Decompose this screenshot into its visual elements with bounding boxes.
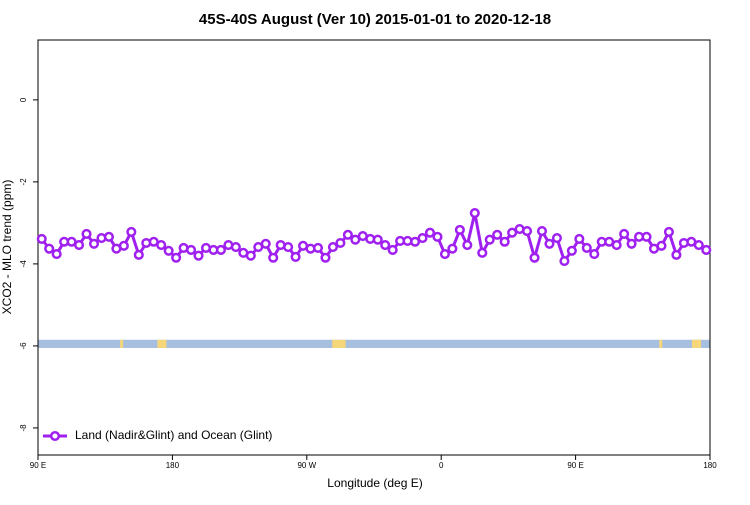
point bbox=[551, 233, 562, 244]
point bbox=[126, 226, 137, 237]
land-span bbox=[157, 339, 167, 348]
point bbox=[268, 252, 279, 263]
legend-label: Land (Nadir&Glint) and Ocean (Glint) bbox=[75, 428, 272, 442]
point bbox=[245, 250, 256, 261]
point bbox=[492, 229, 503, 240]
point bbox=[387, 244, 398, 256]
chart-title: 45S-40S August (Ver 10) 2015-01-01 to 20… bbox=[199, 11, 551, 28]
point bbox=[163, 245, 174, 256]
point bbox=[499, 236, 510, 247]
land-span bbox=[120, 339, 124, 348]
point bbox=[342, 229, 353, 240]
point bbox=[230, 242, 241, 253]
point bbox=[484, 234, 495, 245]
point bbox=[327, 242, 338, 253]
point bbox=[171, 252, 182, 263]
point bbox=[410, 236, 421, 247]
point bbox=[536, 226, 548, 237]
point bbox=[118, 240, 129, 251]
point bbox=[193, 250, 204, 261]
point bbox=[51, 249, 62, 260]
land-span bbox=[332, 339, 346, 348]
point bbox=[663, 226, 674, 237]
point bbox=[566, 245, 577, 256]
point bbox=[462, 239, 473, 251]
point bbox=[156, 239, 167, 251]
point bbox=[81, 228, 92, 240]
legend-marker bbox=[49, 430, 61, 442]
y-tick-label: -2 bbox=[19, 178, 28, 186]
x-tick-label: 90 E bbox=[567, 461, 583, 470]
y-tick-label: 0 bbox=[19, 97, 28, 102]
point bbox=[574, 233, 585, 244]
x-tick-label: 180 bbox=[703, 461, 717, 470]
point bbox=[656, 240, 667, 251]
point bbox=[74, 239, 85, 251]
land-span bbox=[692, 339, 702, 348]
y-tick-label: -6 bbox=[19, 342, 28, 350]
point bbox=[44, 243, 55, 254]
point bbox=[507, 227, 518, 238]
point bbox=[529, 252, 540, 263]
point bbox=[559, 255, 570, 267]
point bbox=[320, 252, 331, 263]
point bbox=[581, 242, 592, 253]
point bbox=[544, 238, 555, 249]
point bbox=[522, 226, 533, 237]
land-span bbox=[659, 339, 663, 348]
point bbox=[447, 243, 458, 254]
point bbox=[260, 238, 271, 249]
point bbox=[103, 231, 114, 242]
point bbox=[424, 227, 436, 238]
point bbox=[611, 239, 622, 251]
point bbox=[186, 244, 197, 256]
point bbox=[417, 233, 428, 244]
point bbox=[589, 249, 600, 260]
point bbox=[88, 238, 100, 249]
point bbox=[372, 234, 383, 245]
point bbox=[701, 244, 712, 256]
y-axis-label: XCO2 - MLO trend (ppm) bbox=[0, 180, 14, 315]
point bbox=[477, 247, 488, 258]
y-tick-label: -8 bbox=[19, 424, 28, 432]
point bbox=[626, 238, 637, 249]
point bbox=[312, 242, 324, 253]
point bbox=[619, 228, 630, 240]
point bbox=[469, 208, 480, 219]
point bbox=[641, 231, 652, 242]
point bbox=[133, 249, 144, 260]
point bbox=[693, 239, 704, 251]
point bbox=[290, 251, 301, 262]
x-tick-label: 90 E bbox=[30, 461, 46, 470]
point bbox=[432, 231, 443, 242]
x-tick-label: 180 bbox=[166, 461, 180, 470]
point bbox=[439, 249, 450, 260]
point bbox=[283, 242, 294, 253]
point bbox=[335, 237, 346, 249]
x-tick-label: 90 W bbox=[297, 461, 316, 470]
x-axis-label: Longitude (deg E) bbox=[327, 476, 422, 490]
point bbox=[36, 233, 47, 244]
y-tick-label: -4 bbox=[19, 260, 28, 268]
point bbox=[380, 239, 391, 251]
x-tick-label: 0 bbox=[439, 461, 444, 470]
point bbox=[350, 234, 361, 245]
ocean-strip bbox=[38, 339, 710, 348]
point bbox=[454, 224, 465, 235]
point bbox=[671, 249, 682, 260]
point bbox=[215, 244, 226, 256]
